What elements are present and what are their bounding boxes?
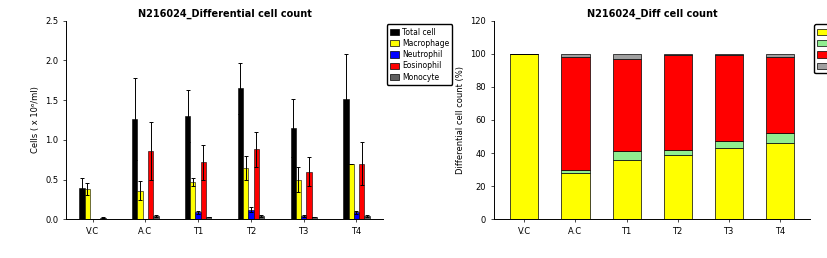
Bar [259, 216, 264, 219]
Bar [132, 119, 137, 219]
Bar [254, 149, 259, 219]
Bar [312, 217, 317, 219]
Bar [237, 88, 243, 219]
Bar [243, 168, 248, 219]
Bar [206, 217, 212, 219]
Bar [613, 59, 641, 151]
Bar [613, 160, 641, 219]
Bar [663, 55, 691, 150]
Bar [715, 54, 743, 55]
Y-axis label: Differential cell count (%): Differential cell count (%) [456, 66, 465, 174]
Bar [766, 133, 794, 143]
Title: N216024_Differential cell count: N216024_Differential cell count [137, 9, 312, 19]
Title: N216024_Diff cell count: N216024_Diff cell count [587, 9, 717, 19]
Bar [153, 216, 159, 219]
Bar [348, 164, 354, 219]
Legend: Macrophage, Neutrophil, Eosinophil, Lymphocyte: Macrophage, Neutrophil, Eosinophil, Lymp… [815, 25, 827, 74]
Bar [663, 155, 691, 219]
Bar [715, 141, 743, 148]
Bar [195, 212, 201, 219]
Bar [148, 151, 153, 219]
Bar [365, 216, 370, 219]
Bar [613, 54, 641, 59]
Bar [562, 173, 590, 219]
Bar [100, 218, 106, 219]
Bar [296, 180, 301, 219]
Bar [201, 162, 206, 219]
Bar [306, 172, 312, 219]
Legend: Total cell, Macrophage, Neutrophil, Eosinophil, Monocyte: Total cell, Macrophage, Neutrophil, Eosi… [387, 25, 452, 85]
Bar [79, 188, 84, 219]
Bar [84, 189, 90, 219]
Bar [248, 210, 254, 219]
Bar [301, 216, 306, 219]
Bar [185, 116, 190, 219]
Bar [343, 99, 348, 219]
Bar [613, 151, 641, 160]
Bar [715, 148, 743, 219]
Bar [766, 143, 794, 219]
Bar [190, 182, 195, 219]
Bar [359, 164, 365, 219]
Bar [663, 150, 691, 155]
Bar [766, 57, 794, 133]
Bar [663, 54, 691, 55]
Y-axis label: Cells ( x 10⁶/ml): Cells ( x 10⁶/ml) [31, 86, 40, 154]
Bar [290, 128, 296, 219]
Bar [562, 54, 590, 57]
Bar [562, 170, 590, 173]
Bar [510, 54, 538, 219]
Bar [562, 57, 590, 170]
Bar [137, 191, 143, 219]
Bar [354, 212, 359, 219]
Bar [715, 55, 743, 141]
Bar [766, 54, 794, 57]
